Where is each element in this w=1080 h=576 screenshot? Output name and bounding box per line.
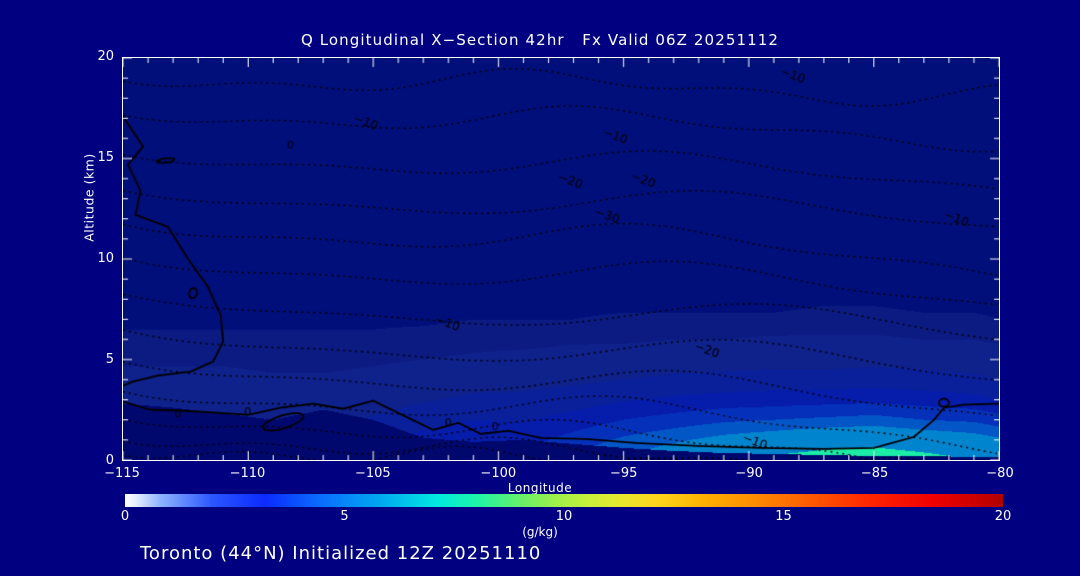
colorbar-tick-label: 0	[120, 509, 130, 524]
colorbar-tick-label: 10	[555, 509, 573, 524]
x-tick-label: −105	[354, 466, 391, 481]
x-tick-label: −90	[735, 466, 763, 481]
cross-section-plot	[123, 58, 999, 460]
x-axis-label: Longitude	[507, 481, 573, 495]
x-tick-label: −80	[986, 466, 1014, 481]
x-tick-label: −85	[860, 466, 889, 481]
footer-caption: Toronto (44°N) Initialized 12Z 20251110	[140, 543, 542, 564]
colorbar-gradient	[125, 494, 1003, 507]
colorbar	[125, 494, 1003, 507]
y-tick-label: 0	[105, 453, 114, 468]
x-tick-label: −100	[480, 466, 517, 481]
y-tick-label: 10	[97, 251, 114, 266]
colorbar-tick-label: 5	[340, 509, 349, 524]
colorbar-tick-label: 15	[775, 509, 792, 524]
y-tick-label: 15	[97, 150, 114, 165]
x-tick-label: −115	[104, 466, 140, 481]
page-title: Q Longitudinal X−Section 42hr Fx Valid 0…	[300, 31, 780, 49]
y-tick-label: 5	[105, 352, 114, 367]
y-axis-label: Altitude (km)	[81, 153, 97, 242]
x-tick-label: −110	[229, 466, 266, 481]
colorbar-units-label: (g/kg)	[522, 525, 558, 539]
plot-area	[122, 57, 1000, 461]
x-tick-label: −95	[609, 466, 638, 481]
y-tick-label: 20	[97, 49, 114, 64]
colorbar-tick-label: 20	[994, 509, 1012, 524]
